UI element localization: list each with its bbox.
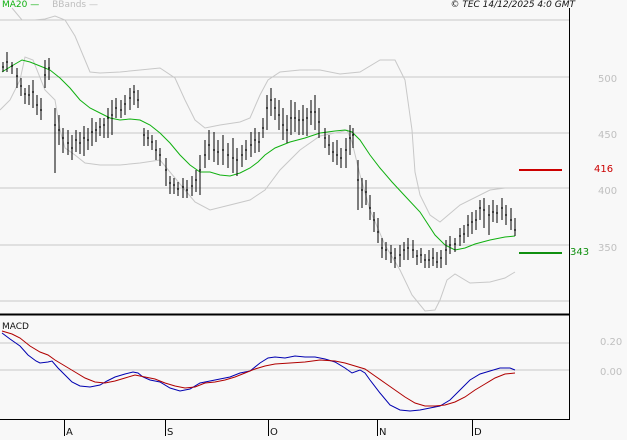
x-axis-ticks [64, 420, 473, 436]
month-label-aug: A [66, 427, 73, 438]
ohlc-bars [2, 52, 516, 268]
macd-grid [0, 342, 569, 371]
ma20-line [1, 59, 516, 251]
month-label-nov: N [379, 427, 387, 438]
price-label-450: 450 [598, 130, 618, 141]
resistance-label: 416 [594, 164, 614, 175]
macd-line [1, 332, 516, 412]
price-label-500: 500 [598, 74, 618, 85]
legend-ma20: MA20 [2, 0, 28, 10]
month-label-sep: S [167, 427, 174, 438]
macd-title: MACD [2, 322, 29, 332]
price-grid [0, 19, 569, 302]
support-label: 343 [570, 247, 590, 258]
chart-legend: MA20 — BBands — [2, 0, 98, 10]
macd-label-020: 0.20 [600, 337, 623, 348]
copyright-text: © TEC 14/12/2025 4:0 GMT [450, 0, 575, 10]
price-label-400: 400 [598, 186, 618, 197]
signal-line [1, 330, 516, 407]
month-label-oct: O [270, 427, 278, 438]
month-label-dec: D [474, 427, 482, 438]
price-label-350: 350 [598, 243, 618, 254]
macd-label-000: 0.00 [600, 367, 623, 378]
legend-bbands: BBands [52, 0, 87, 10]
bollinger-bands [0, 7, 516, 312]
